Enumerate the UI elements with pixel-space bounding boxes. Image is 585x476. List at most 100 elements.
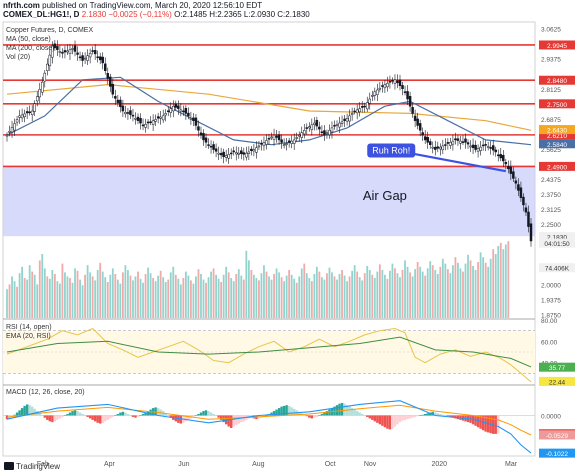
macd-histogram-bar [124,412,127,416]
candle-body [330,127,334,133]
candle-body [169,108,172,113]
candle-body [340,121,344,124]
volume-bar [237,269,240,318]
macd-histogram-bar [184,415,188,422]
macd-tag-bg [539,430,575,440]
volume-bar [338,274,341,318]
volume-bar [38,260,41,318]
volume-bar [144,274,147,318]
macd-histogram-bar [154,407,157,416]
volume-bar [426,268,429,318]
candle-body [219,152,223,156]
legend-ma200: MA (200, close) [6,45,55,52]
x-axis-tick: Mar [505,461,518,468]
volume-bar [190,280,192,318]
volume-bar [6,289,8,318]
macd-histogram-bar [348,406,351,416]
macd-histogram-bar [378,415,382,425]
volume-bar [285,275,288,318]
candle-body [43,72,47,82]
candle-body [33,103,36,112]
macd-histogram-bar [358,412,361,416]
candle-body [491,145,495,151]
volume-bar [376,271,379,318]
candle-body [363,105,366,108]
macd-histogram-bar [413,415,417,417]
candle-body [179,109,183,112]
volume-bar [59,283,61,318]
candle-body [156,116,160,119]
volume-bar [300,268,303,318]
macd-histogram-bar [287,405,291,416]
candle-body [174,103,178,108]
footer-brand: TradingView [16,462,61,471]
volume-bar [227,272,230,318]
candle-body [398,79,402,87]
candle-body [207,144,210,146]
volume-bar [16,286,18,318]
candle-body [527,211,530,227]
volume-bar [487,266,490,318]
macd-histogram-bar [401,415,404,421]
macd-histogram-bar [68,412,72,416]
volume-bar [43,268,46,318]
macd-histogram-bar [398,415,402,423]
volume-bar [424,275,427,318]
macd-histogram-bar [99,415,102,424]
candle-body [267,138,271,140]
volume-bar [162,277,165,318]
macd-histogram-bar [116,414,120,416]
candle-body [355,109,359,114]
volume-bar [202,279,205,318]
candle-body [13,123,16,131]
candle-body [431,146,434,149]
volume-bar [280,277,283,318]
candle-body [25,111,29,114]
price-axis-tick: 1.8750 [541,312,561,319]
volume-bar [23,278,26,318]
candle-body [247,151,251,154]
macd-histogram-bar [272,411,276,416]
volume-bar [46,276,49,318]
candle-body [224,155,228,158]
volume-bar [389,270,391,318]
candle-body [350,113,354,115]
legend-ma50: MA (50, close) [6,36,51,43]
candle-body [444,144,447,146]
rsi-ema-line [6,336,532,368]
volume-bar [386,278,389,318]
macd-histogram-bar [235,415,238,426]
candle-body [529,223,533,242]
volume-bar [154,281,157,318]
candle-body [197,126,200,131]
volume-bar [421,271,424,318]
macd-histogram-bar [18,410,21,416]
macd-histogram-bar [219,415,223,420]
volume-bar [321,277,323,318]
volume-bar [76,270,79,318]
candle-body [141,124,145,127]
volume-bar [394,268,396,318]
macd-histogram-bar [494,415,497,434]
price-axis-tick: 2.0000 [541,282,561,289]
candle-body [502,154,505,162]
macd-histogram-bar [149,409,152,416]
candle-body [86,55,89,61]
macd-histogram-bar [325,411,329,416]
rsi-tag-bg [539,362,575,372]
ruh-roh-box [367,143,416,158]
macd-histogram-bar [481,415,485,431]
volume-bar [53,274,56,318]
tradingview-footer[interactable]: TradingView [4,462,60,471]
volume-bar [111,268,114,318]
macd-histogram-bar [361,414,364,416]
volume-bar [129,275,132,318]
candle-body [315,119,319,127]
macd-histogram-bar [30,406,34,416]
candle-body [401,85,404,90]
volume-bar [293,278,296,318]
volume-bar [147,267,149,318]
volume-bar [336,279,338,318]
volume-bar [346,281,348,318]
